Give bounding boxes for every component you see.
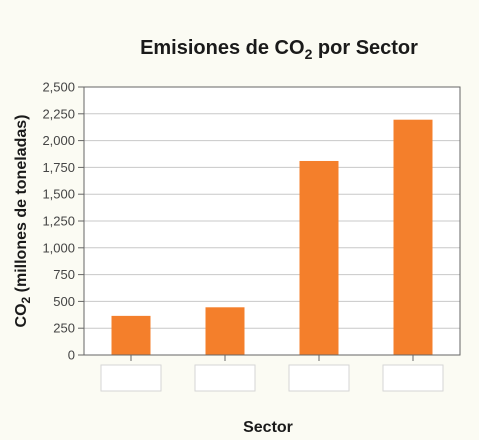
x-category-label-box xyxy=(382,364,444,392)
x-category-label-box xyxy=(194,364,256,392)
y-axis-label: CO2 (millones de toneladas) xyxy=(13,115,33,328)
plot-frame xyxy=(83,86,461,356)
chart-title-main: Emisiones de CO xyxy=(140,37,305,59)
x-category-label-box xyxy=(288,364,350,392)
y-axis-label-main: CO xyxy=(13,303,30,327)
y-axis-label-suffix: (millones de toneladas) xyxy=(13,115,30,297)
chart-title-subscript: 2 xyxy=(305,46,313,62)
x-category-label-box xyxy=(100,364,162,392)
y-tick-label: 500 xyxy=(53,294,75,309)
y-axis-label-subscript: 2 xyxy=(19,296,33,303)
bar xyxy=(299,160,339,355)
y-tick-label: 0 xyxy=(68,348,75,363)
bar xyxy=(111,315,151,355)
y-tick-label: 1,500 xyxy=(42,187,75,202)
y-tick-label: 1,750 xyxy=(42,160,75,175)
y-tick-label: 250 xyxy=(53,321,75,336)
bar xyxy=(393,119,433,355)
chart-title-suffix: por Sector xyxy=(312,37,418,59)
plot-area: 0 250 500 750 1,000 1,250 1,500 1,750 2,000 2,250… xyxy=(42,80,461,392)
y-tick-label: 2,000 xyxy=(42,133,75,148)
bar xyxy=(205,307,245,355)
y-tick-label: 1,000 xyxy=(42,240,75,255)
y-tick-label: 2,500 xyxy=(42,80,75,95)
y-tick-label: 1,250 xyxy=(42,214,75,229)
y-tick-label: 2,250 xyxy=(42,106,75,121)
chart-title: Emisiones de CO2 por Sector xyxy=(140,37,418,62)
x-axis-label: Sector xyxy=(243,419,293,436)
y-tick-label: 750 xyxy=(53,267,75,282)
